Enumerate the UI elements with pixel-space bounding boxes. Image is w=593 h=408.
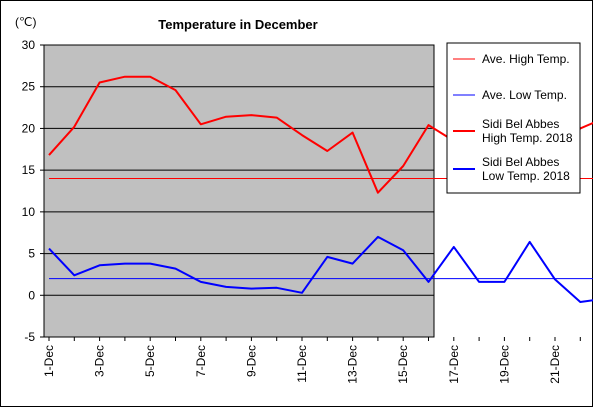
x-tick-label: 11-Dec bbox=[295, 345, 309, 383]
y-tick-label: 5 bbox=[28, 247, 35, 261]
y-tick-label: 0 bbox=[28, 288, 35, 302]
chart-title: Temperature in December bbox=[158, 17, 317, 32]
x-tick-label: 13-Dec bbox=[346, 345, 360, 384]
y-tick-label: 20 bbox=[22, 121, 36, 135]
grid-lines bbox=[44, 86, 434, 296]
x-tick-label: 19-Dec bbox=[497, 345, 511, 384]
x-tick-label: 21-Dec bbox=[548, 345, 562, 384]
series-lines bbox=[48, 75, 593, 303]
x-tick-label: 3-Dec bbox=[93, 345, 107, 377]
x-tick-label: 5-Dec bbox=[143, 345, 157, 377]
x-axis-ticks: 1-Dec 3-Dec 5-Dec 7-Dec 9-Dec 11-Dec 13-Dec 15-… bbox=[42, 337, 581, 384]
legend-label: Sidi Bel Abbes bbox=[482, 117, 559, 131]
x-tick-label: 7-Dec bbox=[194, 345, 208, 377]
y-tick-label: 25 bbox=[22, 80, 36, 94]
legend-label: Ave. High Temp. bbox=[482, 52, 570, 66]
x-tick-label: 1-Dec bbox=[42, 345, 56, 377]
legend-label: Ave. Low Temp. bbox=[482, 88, 567, 102]
series-line-3 bbox=[48, 75, 593, 194]
y-tick-label: 10 bbox=[22, 205, 36, 219]
legend-label: High Temp. 2018 bbox=[482, 131, 573, 145]
x-tick-label: 17-Dec bbox=[447, 345, 461, 384]
y-tick-label: -5 bbox=[24, 330, 35, 344]
y-tick-label: 30 bbox=[22, 38, 36, 52]
y-axis-ticks: 30 25 20 15 10 5 0 -5 bbox=[22, 38, 44, 344]
x-tick-label: 9-Dec bbox=[244, 345, 258, 377]
series-line-4 bbox=[48, 235, 593, 303]
legend-label: Low Temp. 2018 bbox=[482, 169, 570, 183]
legend: Ave. High Temp. Ave. Low Temp. Sidi Bel Ab… bbox=[453, 52, 573, 183]
y-tick-label: 15 bbox=[22, 163, 36, 177]
plot-area bbox=[43, 44, 435, 338]
x-tick-label: 15-Dec bbox=[396, 345, 410, 384]
legend-label: Sidi Bel Abbes bbox=[482, 155, 559, 169]
y-axis-unit-label: (℃) bbox=[15, 15, 36, 29]
